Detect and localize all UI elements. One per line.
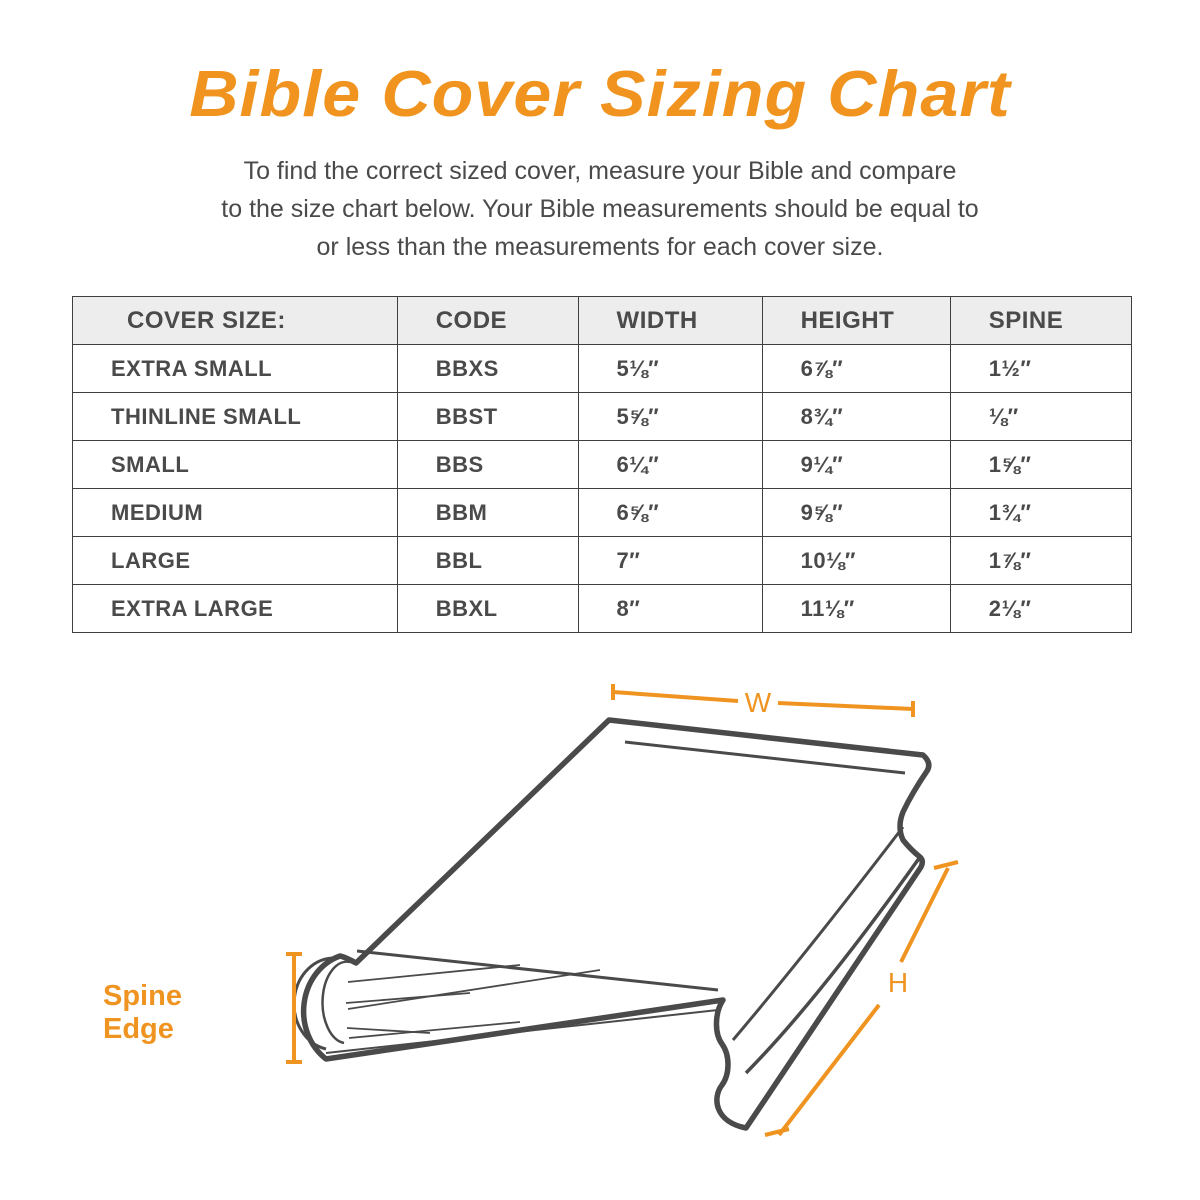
svg-text:H: H (888, 967, 908, 998)
svg-text:W: W (745, 687, 772, 718)
svg-text:Spine: Spine (103, 980, 182, 1012)
svg-text:Edge: Edge (103, 1013, 174, 1045)
